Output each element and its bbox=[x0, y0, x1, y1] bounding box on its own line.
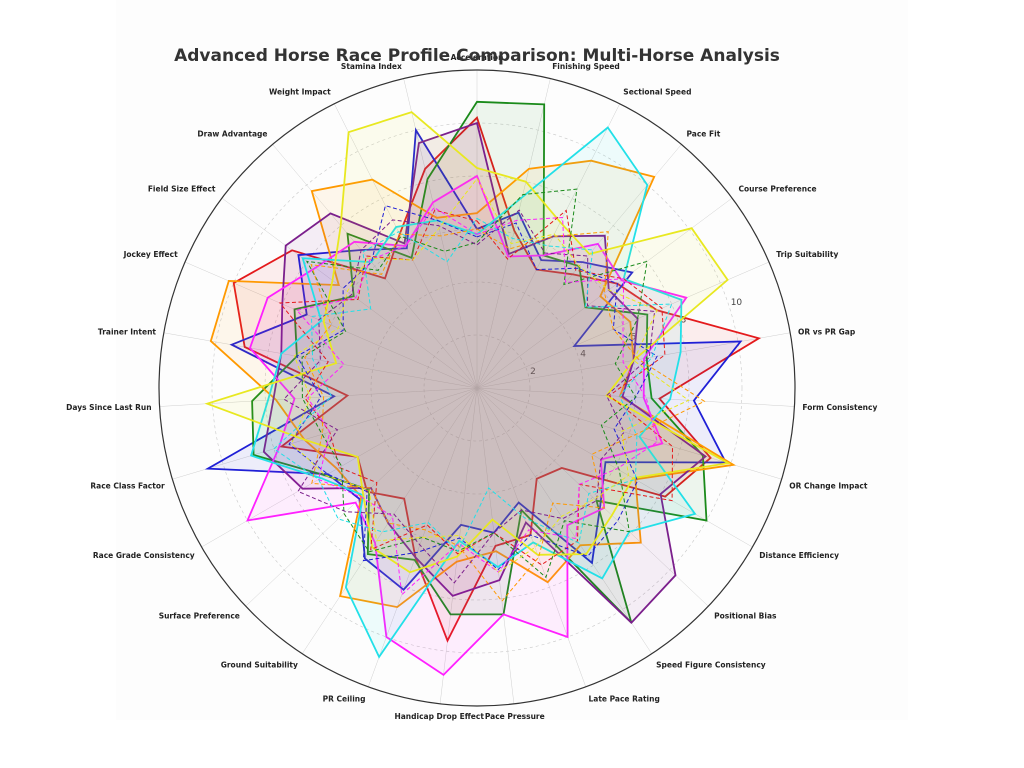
series-line-8 bbox=[278, 209, 674, 566]
axis-label: Days Since Last Run bbox=[66, 403, 151, 412]
series-fill-2 bbox=[252, 101, 707, 623]
series-line-13 bbox=[295, 206, 658, 596]
grid-spoke bbox=[476, 78, 551, 389]
axis-label: Weight Impact bbox=[269, 88, 331, 97]
grid-spoke bbox=[476, 197, 733, 389]
axis-label: Pace Fit bbox=[687, 129, 721, 138]
chart-title: Advanced Horse Race Profile Comparison: … bbox=[174, 46, 780, 66]
axis-label: Race Grade Consistency bbox=[93, 551, 195, 560]
r-tick-label: 10 bbox=[731, 298, 743, 308]
axis-labels: Acceleration Finishing Speed Sectional Spe… bbox=[66, 53, 877, 721]
axis-label: Finishing Speed bbox=[552, 62, 620, 71]
grid-spoke bbox=[476, 387, 709, 607]
axis-label: PR Ceiling bbox=[323, 694, 366, 703]
axis-label: Ground Suitability bbox=[221, 660, 298, 669]
axis-label: Handicap Drop Effect bbox=[394, 712, 484, 721]
series-line-0 bbox=[232, 116, 762, 643]
grid-circle-2 bbox=[423, 334, 531, 442]
series-fill-7 bbox=[207, 112, 729, 573]
axis-label: Stamina Index bbox=[341, 62, 402, 71]
axis-label: Distance Efficiency bbox=[759, 551, 839, 560]
series-line-14 bbox=[273, 217, 673, 553]
grid-spoke bbox=[172, 387, 478, 480]
axis-label: Form Consistency bbox=[802, 403, 877, 412]
axis-label: OR vs PR Gap bbox=[798, 327, 856, 336]
axis-label: Race Class Factor bbox=[90, 482, 165, 491]
axis-label: Field Size Effect bbox=[148, 184, 216, 193]
axis-label: Speed Figure Consistency bbox=[656, 660, 766, 669]
grid-spoke bbox=[159, 387, 478, 407]
r-tick-label: 4 bbox=[580, 350, 586, 360]
r-tick-label: 6 bbox=[630, 332, 636, 342]
grid-spoke bbox=[163, 332, 478, 389]
series-line-15 bbox=[291, 177, 690, 573]
axis-label: Trip Suitability bbox=[776, 250, 838, 259]
grid-spoke bbox=[302, 387, 478, 654]
series-line-10 bbox=[301, 188, 648, 579]
series-line-11 bbox=[304, 228, 706, 602]
axis-label: Pace Pressure bbox=[485, 712, 545, 721]
series-fill-0 bbox=[233, 117, 759, 641]
axis-label: OR Change Impact bbox=[789, 482, 868, 491]
figure-background bbox=[116, 0, 908, 720]
axis-label: Surface Preference bbox=[159, 612, 240, 621]
radar-series bbox=[204, 100, 762, 677]
grid-spoke bbox=[476, 103, 620, 389]
axis-label: Sectional Speed bbox=[623, 88, 691, 97]
series-line-12 bbox=[283, 209, 656, 584]
axis-label: Course Preference bbox=[739, 184, 817, 193]
series-fill-5 bbox=[247, 176, 687, 675]
axis-label: Acceleration bbox=[451, 53, 504, 62]
outer-frame bbox=[158, 69, 796, 707]
grid-spoke bbox=[221, 197, 478, 389]
axis-label: Positional Bias bbox=[714, 612, 777, 621]
axis-label: Trainer Intent bbox=[98, 327, 156, 336]
grid-spoke bbox=[272, 144, 478, 389]
axis-label: Late Pace Rating bbox=[589, 694, 660, 703]
r-tick-label: 8 bbox=[681, 315, 687, 325]
r-tick-label: 2 bbox=[530, 367, 536, 377]
axis-label: Draw Advantage bbox=[197, 129, 267, 138]
series-fill-4 bbox=[263, 123, 706, 623]
axis-label: Jockey Effect bbox=[123, 250, 178, 259]
